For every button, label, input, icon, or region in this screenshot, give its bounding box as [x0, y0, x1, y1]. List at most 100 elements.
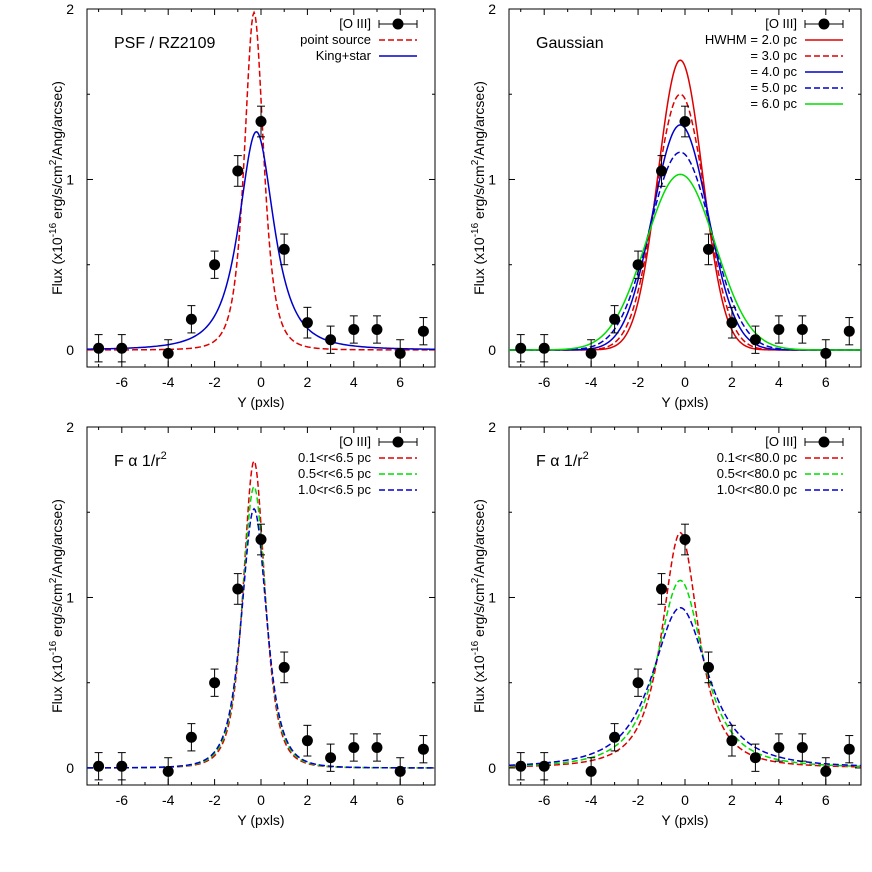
- x-tick-label: -4: [162, 792, 175, 808]
- data-point: [749, 334, 761, 346]
- legend-point: [818, 436, 830, 448]
- y-tick-label: 1: [66, 589, 74, 605]
- plot-frame: [86, 8, 436, 368]
- data-point: [820, 347, 832, 359]
- legend-label: 0.1<r<6.5 pc: [298, 450, 371, 465]
- legend-label: = 5.0 pc: [750, 80, 797, 95]
- data-point: [726, 735, 738, 747]
- data-point: [371, 323, 383, 335]
- x-tick-label: 6: [822, 792, 830, 808]
- data-point: [209, 677, 221, 689]
- data-point: [773, 741, 785, 753]
- x-tick-label: -2: [632, 792, 645, 808]
- data-point: [325, 752, 337, 764]
- y-tick-label: 2: [488, 419, 496, 435]
- x-tick-label: 6: [396, 374, 404, 390]
- y-axis-label-superscript: 2: [470, 159, 481, 165]
- y-axis-label-part: Flux (x10: [49, 655, 65, 713]
- y-axis-label-superscript: -16: [48, 222, 59, 237]
- legend-point: [392, 18, 404, 30]
- y-axis-label-part: Flux (x10: [471, 237, 487, 295]
- data-point: [609, 731, 621, 743]
- data-point: [278, 243, 290, 255]
- x-tick-label: -2: [208, 792, 221, 808]
- legend-point: [392, 436, 404, 448]
- y-tick-label: 0: [488, 342, 496, 358]
- data-point: [116, 342, 128, 354]
- legend-label: 1.0<r<6.5 pc: [298, 482, 371, 497]
- series-line-3: [509, 124, 861, 351]
- x-tick-label: 4: [775, 792, 783, 808]
- series-line-3: [509, 606, 861, 767]
- data-point: [209, 259, 221, 271]
- y-axis-label-superscript: -16: [470, 640, 481, 655]
- data-point: [820, 765, 832, 777]
- x-tick-label: -2: [632, 374, 645, 390]
- series-line-1: [87, 459, 435, 769]
- y-axis-label-part: erg/s/cm: [471, 583, 487, 641]
- y-axis-label: Flux (x10-16 erg/s/cm2/Ang/arcsec): [470, 499, 487, 713]
- x-tick-label: -2: [208, 374, 221, 390]
- y-axis-label: Flux (x10-16 erg/s/cm2/Ang/arcsec): [48, 499, 65, 713]
- data-point: [679, 534, 691, 546]
- panel-label: PSF / RZ2109: [114, 35, 215, 52]
- data-point: [255, 534, 267, 546]
- x-tick-label: 0: [681, 792, 689, 808]
- legend-point: [818, 18, 830, 30]
- data-point: [417, 325, 429, 337]
- x-tick-label: 2: [728, 792, 736, 808]
- y-tick-label: 2: [66, 1, 74, 17]
- data-point: [843, 325, 855, 337]
- x-tick-label: 6: [822, 374, 830, 390]
- y-tick-label: 2: [488, 1, 496, 17]
- data-point: [93, 760, 105, 772]
- data-point: [773, 323, 785, 335]
- data-point: [162, 347, 174, 359]
- y-axis-label-part: erg/s/cm: [471, 165, 487, 223]
- series-line-3: [87, 507, 435, 769]
- y-tick-label: 2: [66, 419, 74, 435]
- data-point: [679, 116, 691, 128]
- data-point: [394, 347, 406, 359]
- data-point: [585, 765, 597, 777]
- panel-label: Gaussian: [536, 35, 604, 52]
- y-axis-label-part: /Ang/arcsec): [471, 499, 487, 578]
- x-tick-label: 6: [396, 792, 404, 808]
- panel-label-superscript: 2: [161, 450, 167, 462]
- data-point: [417, 743, 429, 755]
- series-line-5: [509, 173, 861, 351]
- data-point: [609, 313, 621, 325]
- x-tick-label: 0: [257, 792, 265, 808]
- chart-panel-2: -6 -4 -2 0 2 4 6 0 1 2 Y (pxls) Flux (x10-16 erg/s/…: [470, 1, 862, 410]
- data-point: [185, 313, 197, 325]
- legend-label: = 4.0 pc: [750, 64, 797, 79]
- legend-label: 0.1<r<80.0 pc: [717, 450, 798, 465]
- y-tick-label: 0: [66, 342, 74, 358]
- data-point: [278, 661, 290, 673]
- x-tick-label: 4: [350, 792, 358, 808]
- data-point: [796, 323, 808, 335]
- data-point: [538, 342, 550, 354]
- data-point: [232, 165, 244, 177]
- chart-panel-4: -6 -4 -2 0 2 4 6 0 1 2 Y (pxls) Flux (x10-16 erg/s/…: [470, 419, 862, 828]
- y-axis-label-part: erg/s/cm: [49, 583, 65, 641]
- x-axis-label: Y (pxls): [237, 394, 284, 410]
- x-tick-label: -6: [116, 374, 129, 390]
- y-axis-label-part: /Ang/arcsec): [49, 81, 65, 160]
- y-tick-label: 0: [66, 760, 74, 776]
- legend-label: HWHM = 2.0 pc: [705, 32, 798, 47]
- y-tick-label: 1: [66, 171, 74, 187]
- data-point: [348, 323, 360, 335]
- y-axis-label-superscript: 2: [48, 159, 59, 165]
- x-tick-label: 2: [728, 374, 736, 390]
- data-point: [632, 677, 644, 689]
- data-point: [702, 243, 714, 255]
- x-tick-label: -6: [116, 792, 129, 808]
- model-curves: [87, 10, 435, 351]
- data-point: [255, 116, 267, 128]
- data-point: [116, 760, 128, 772]
- series-line-1: [87, 10, 435, 351]
- x-axis-label: Y (pxls): [661, 812, 708, 828]
- plot-frame: [508, 8, 862, 368]
